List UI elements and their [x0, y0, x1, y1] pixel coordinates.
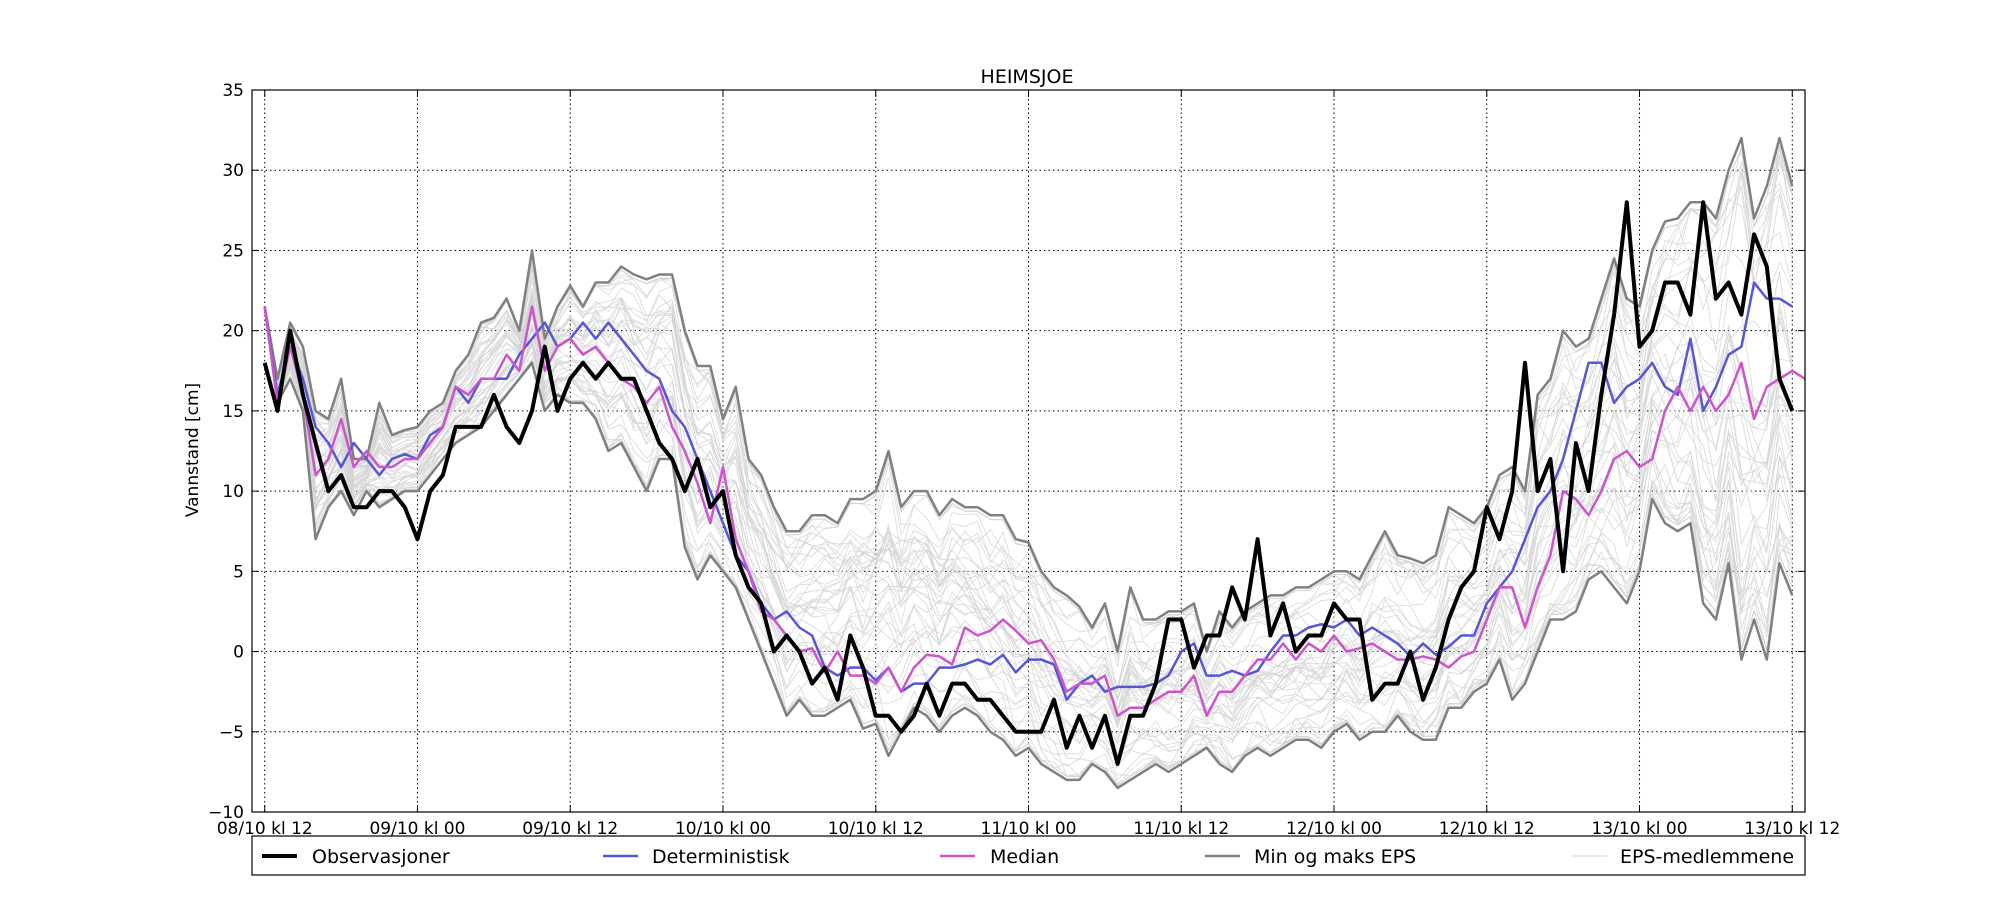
x-tick-label: 13/10 kl 00	[1592, 819, 1688, 839]
x-tick-label: 13/10 kl 12	[1744, 819, 1840, 839]
y-tick-label: 20	[222, 322, 244, 342]
eps-member-line	[264, 265, 1793, 711]
y-axis-label: Vannstand [cm]	[183, 383, 203, 517]
y-tick-label: 10	[222, 482, 244, 502]
series-lines	[262, 136, 1805, 790]
series-eps-min	[263, 306, 1794, 790]
y-tick-label: 25	[222, 241, 244, 261]
grid	[252, 90, 1805, 812]
x-tick-label: 09/10 kl 00	[369, 819, 465, 839]
series-deterministisk	[263, 281, 1793, 701]
legend-label-deterministisk: Deterministisk	[652, 846, 790, 868]
y-tick-label: 15	[222, 402, 244, 422]
eps-member-line	[264, 306, 1793, 730]
eps-member-line	[264, 306, 1793, 763]
y-tick-label: −10	[208, 803, 244, 823]
series-median	[263, 305, 1805, 717]
eps-member-line	[264, 161, 1793, 717]
legend: Observasjoner Deterministisk Median Min …	[251, 835, 1806, 876]
y-tick-label: −5	[219, 723, 244, 743]
axis-ticks: −10 −5 0 5 10 15 20 25 30 35 08/10 kl 12 09/10 kl 0…	[208, 81, 1840, 839]
x-tick-label: 08/10 kl 12	[217, 819, 313, 839]
x-tick-label: 12/10 kl 12	[1439, 819, 1535, 839]
y-tick-label: 0	[233, 643, 244, 663]
x-tick-label: 11/10 kl 12	[1133, 819, 1229, 839]
x-tick-label: 11/10 kl 00	[981, 819, 1077, 839]
x-tick-label: 10/10 kl 00	[675, 819, 771, 839]
x-tick-label: 09/10 kl 12	[522, 819, 618, 839]
y-tick-label: 5	[233, 562, 244, 582]
legend-label-observasjoner: Observasjoner	[312, 846, 450, 868]
y-tick-label: 35	[222, 81, 244, 101]
series-observasjoner	[262, 200, 1795, 766]
chart-title: HEIMSJOE	[981, 66, 1074, 88]
y-tick-label: 30	[222, 161, 244, 181]
legend-label-eps-members: EPS-medlemmene	[1620, 846, 1794, 868]
x-tick-label: 12/10 kl 00	[1286, 819, 1382, 839]
legend-box	[251, 835, 1806, 876]
eps-member-line	[264, 146, 1793, 655]
eps-member-line	[264, 306, 1793, 710]
series-eps-max	[263, 136, 1794, 653]
legend-label-min-maks-eps: Min og maks EPS	[1254, 846, 1416, 868]
legend-label-median: Median	[990, 846, 1059, 868]
x-tick-label: 10/10 kl 12	[828, 819, 924, 839]
